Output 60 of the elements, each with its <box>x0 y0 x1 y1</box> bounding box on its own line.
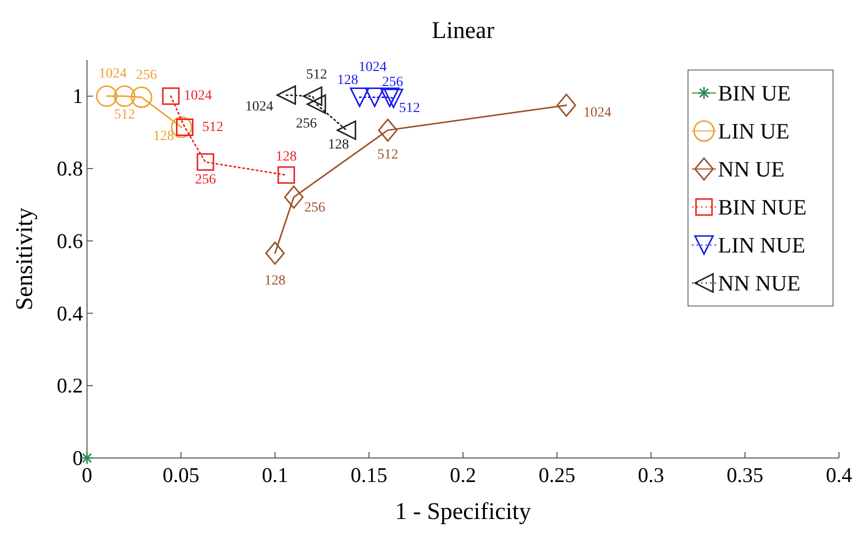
annotation: 1024 <box>583 106 612 121</box>
point <box>364 88 384 108</box>
x-tick-label: 0.25 <box>538 463 576 487</box>
annotation: 256 <box>136 68 158 83</box>
y-tick-label: 0 <box>72 446 83 470</box>
y-tick-label: 0.6 <box>56 228 83 253</box>
point <box>96 85 118 107</box>
annotation: 128 <box>328 138 349 153</box>
y-tick-label: 0.4 <box>56 301 84 326</box>
x-tick-label: 0.2 <box>450 463 476 487</box>
legend-label: LIN NUE <box>718 232 806 258</box>
point <box>378 118 398 142</box>
annotation: 1024 <box>358 60 387 75</box>
annotation: 512 <box>202 120 224 135</box>
annotation: 256 <box>194 172 216 188</box>
point <box>380 88 400 108</box>
legend-label: NN NUE <box>718 270 800 296</box>
annotation: 512 <box>377 148 398 163</box>
x-tick-label: 0.3 <box>638 463 664 487</box>
annotation: 512 <box>306 68 328 83</box>
legend-label: BIN NUE <box>718 194 807 220</box>
point <box>162 87 180 105</box>
point <box>114 85 136 107</box>
annotation: 128 <box>264 274 286 289</box>
annotation: 1024 <box>184 88 212 104</box>
y-tick-label: 1 <box>72 84 83 108</box>
annotation: 256 <box>304 200 326 216</box>
chart-title: Linear <box>432 18 494 44</box>
point <box>278 166 296 184</box>
x-tick-label: 0.1 <box>262 463 288 487</box>
point <box>306 94 326 114</box>
point <box>556 94 576 117</box>
y-tick-label: 0.2 <box>56 374 83 398</box>
annotation: 512 <box>114 108 136 123</box>
legend-label: NN UE <box>718 156 785 182</box>
legend-label: BIN UE <box>718 80 791 106</box>
annotation: 128 <box>337 72 358 88</box>
annotation: 128 <box>276 150 297 165</box>
annotation: 128 <box>153 128 174 144</box>
y-tick-label: 0.8 <box>56 156 83 181</box>
point <box>276 85 296 105</box>
x-tick-label: 0.4 <box>826 463 853 487</box>
annotation: 1024 <box>98 66 127 82</box>
point <box>130 86 152 108</box>
point <box>336 120 356 140</box>
y-axis-title: Sensitivity <box>12 208 38 310</box>
legend-label: LIN UE <box>718 118 790 144</box>
annotation: 512 <box>398 100 420 116</box>
x-tick-label: 0.35 <box>726 463 764 487</box>
point <box>302 86 322 106</box>
point <box>284 186 304 209</box>
x-tick-label: 0.15 <box>350 463 388 487</box>
x-tick-label: 0.05 <box>162 463 200 487</box>
point <box>196 153 214 171</box>
annotation: 256 <box>382 74 404 90</box>
x-axis-title: 1 - Specificity <box>395 499 531 525</box>
point <box>265 242 285 265</box>
annotation: 1024 <box>245 100 274 115</box>
annotation: 256 <box>296 116 317 132</box>
point <box>350 88 370 108</box>
